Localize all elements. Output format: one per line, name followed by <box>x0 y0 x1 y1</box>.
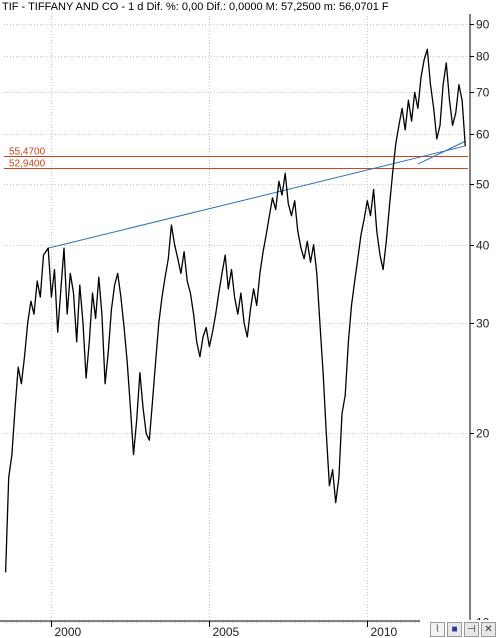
trendline <box>417 140 466 165</box>
y-tick-label: 90 <box>476 18 490 32</box>
price-line <box>4 48 466 573</box>
close-icon[interactable]: ✕ <box>481 621 496 637</box>
x-axis-ticks: 2000 2005 2010 <box>51 621 398 638</box>
y-tick-label: 20 <box>476 427 490 441</box>
chart-settings-glyph: ⌇ <box>435 623 440 635</box>
price-series <box>4 48 466 573</box>
close-glyph: ✕ <box>484 623 493 635</box>
x-tick-label: 2010 <box>371 625 398 638</box>
level-label: 52,9400 <box>9 159 46 170</box>
trendline <box>48 145 466 249</box>
y-axis-ticks: 908070605040302010 <box>470 18 490 630</box>
trendlines <box>48 140 466 249</box>
chart-toolbar: ⌇ ■ ⊣ ✕ <box>420 620 498 638</box>
y-tick-label: 40 <box>476 239 490 253</box>
level-label: 55,4700 <box>9 147 46 158</box>
save-icon[interactable]: ■ <box>447 621 462 637</box>
grid-lines <box>4 16 470 623</box>
y-tick-label: 30 <box>476 317 490 331</box>
y-tick-label: 80 <box>476 50 490 64</box>
y-tick-label: 70 <box>476 86 490 100</box>
x-tick-label: 2000 <box>55 625 82 638</box>
save-glyph: ■ <box>451 623 458 635</box>
chart-header: TIF - TIFFANY AND CO - 1 d Dif. %: 0,00 … <box>0 0 472 14</box>
y-tick-label: 60 <box>476 128 490 142</box>
pin-glyph: ⊣ <box>467 623 476 635</box>
x-tick-label: 2005 <box>213 625 240 638</box>
chart-settings-icon[interactable]: ⌇ <box>430 621 445 637</box>
header-text: TIF - TIFFANY AND CO - 1 d Dif. %: 0,00 … <box>2 1 389 13</box>
y-tick-label: 50 <box>476 178 490 192</box>
pin-icon[interactable]: ⊣ <box>464 621 479 637</box>
